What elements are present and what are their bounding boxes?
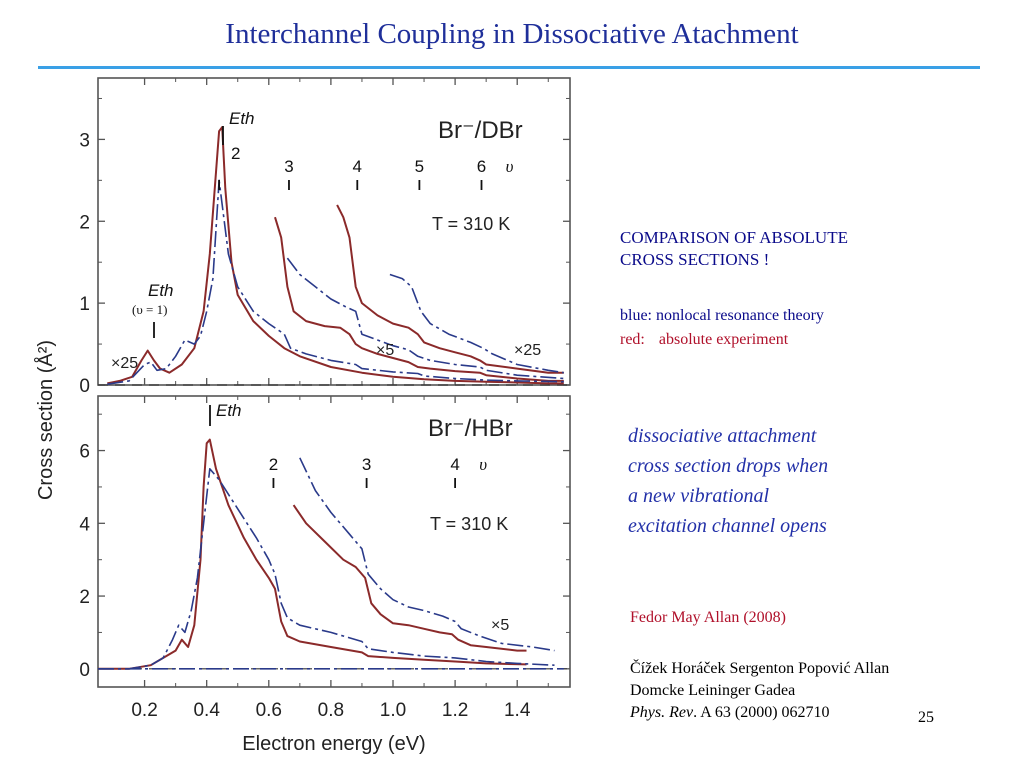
y-tick-label: 2 <box>79 587 90 608</box>
experiment-curve <box>274 216 564 382</box>
x-axis-label: Electron energy (eV) <box>242 733 425 755</box>
experiment-reference: Fedor May Allan (2008) <box>630 609 786 626</box>
theory-curve <box>107 179 564 385</box>
experiment-curve <box>336 204 564 374</box>
comparison-line-1: COMPARISON OF ABSOLUTE <box>620 228 848 247</box>
conclusion-line-4: excitation channel opens <box>628 515 827 537</box>
scale-factor-label: ×25 <box>111 355 138 372</box>
temperature-label: T = 310 K <box>432 214 510 234</box>
title-divider <box>38 66 980 69</box>
y-tick-label: 0 <box>79 660 90 681</box>
vib-level-label: 6 <box>477 157 486 176</box>
plot-frame <box>97 77 571 386</box>
vib-level-label: 5 <box>415 157 424 176</box>
x-tick-label: 0.4 <box>193 700 220 721</box>
scale-factor-label: ×5 <box>376 342 394 359</box>
panel-dbr: 0 1 2 3 3 4 5 6 υ Br⁻/DBr T = 310 K Eth 2 Eth (υ = 1) ×… <box>79 77 571 397</box>
vib-level-label: 3 <box>284 157 293 176</box>
theory-reference: Čížek Horáček Sergenton Popović Allan Do… <box>630 658 990 724</box>
y-tick-label: 4 <box>79 514 90 535</box>
threshold-label-v1: Eth <box>148 281 174 300</box>
slide-title: Interchannel Coupling in Dissociative At… <box>225 18 799 50</box>
panel-hbr: 0 2 4 6 2 3 4 υ Br⁻/HBr T = 310 K Eth ×5 <box>79 395 571 688</box>
theory-authors-2: Domcke Leininger Gadea <box>630 682 796 699</box>
x-tick-label: 0.6 <box>256 700 282 721</box>
page-number: 25 <box>918 709 934 726</box>
scale-factor-label: ×25 <box>514 342 541 359</box>
journal-volume: . A 63 (2000) 062710 <box>693 704 830 721</box>
y-tick-label: 2 <box>79 212 90 233</box>
threshold-label: Eth <box>229 109 255 128</box>
legend-red-key: red: <box>620 331 645 348</box>
experiment-curve <box>292 504 527 652</box>
theory-citation: Phys. Rev. A 63 (2000) 062710 <box>630 702 990 724</box>
conclusion-line-1: dissociative attachment <box>628 425 817 447</box>
x-tick-label: 1.4 <box>504 700 531 721</box>
y-tick-label: 1 <box>79 294 90 315</box>
vib-level-label: 2 <box>231 144 240 163</box>
vib-level-label: 4 <box>450 455 459 474</box>
vib-symbol: υ <box>479 455 487 474</box>
theory-authors-1: Čížek Horáček Sergenton Popović Allan <box>630 660 890 677</box>
experiment-curve <box>107 126 564 385</box>
plot-frame <box>97 395 571 688</box>
scale-factor-label: ×5 <box>491 617 509 634</box>
journal-name: Phys. Rev <box>630 704 694 721</box>
comparison-line-2: CROSS SECTIONS ! <box>620 250 770 269</box>
legend-red-text: absolute experiment <box>658 331 789 348</box>
theory-curve <box>299 457 555 652</box>
panel-title: Br⁻/DBr <box>438 117 523 144</box>
y-tick-label: 3 <box>79 130 90 151</box>
legend-blue: blue: nonlocal resonance theory <box>620 307 824 324</box>
theory-curve <box>286 257 564 380</box>
conclusion-line-2: cross section drops when <box>628 455 829 477</box>
y-tick-label: 0 <box>79 376 90 397</box>
vib-level-label: 2 <box>269 455 278 474</box>
experiment-curve <box>98 438 527 670</box>
x-tick-label: 0.8 <box>318 700 344 721</box>
temperature-label: T = 310 K <box>430 514 508 534</box>
threshold-sub-label: (υ = 1) <box>132 302 167 317</box>
theory-curve <box>98 468 555 670</box>
panel-title: Br⁻/HBr <box>428 415 513 442</box>
legend-red: red: absolute experiment <box>620 331 788 349</box>
vib-level-label: 4 <box>353 157 362 176</box>
conclusion-line-3: a new vibrational <box>628 485 770 507</box>
conclusion-note: dissociative attachment cross section dr… <box>628 421 908 541</box>
y-axis-label: Cross section (Å²) <box>34 340 57 500</box>
y-tick-label: 6 <box>79 442 90 463</box>
x-tick-label: 1.2 <box>442 700 468 721</box>
theory-curve <box>389 273 564 374</box>
comparison-note: COMPARISON OF ABSOLUTE CROSS SECTIONS ! <box>620 227 950 271</box>
shared-axes-labels: 0.2 0.4 0.6 0.8 1.0 1.2 1.4 Electron energy (eV… <box>34 340 531 755</box>
vib-level-label: 3 <box>362 455 371 474</box>
x-tick-label: 0.2 <box>131 700 157 721</box>
vib-symbol: υ <box>506 157 514 176</box>
threshold-label: Eth <box>216 401 242 420</box>
x-tick-label: 1.0 <box>380 700 406 721</box>
